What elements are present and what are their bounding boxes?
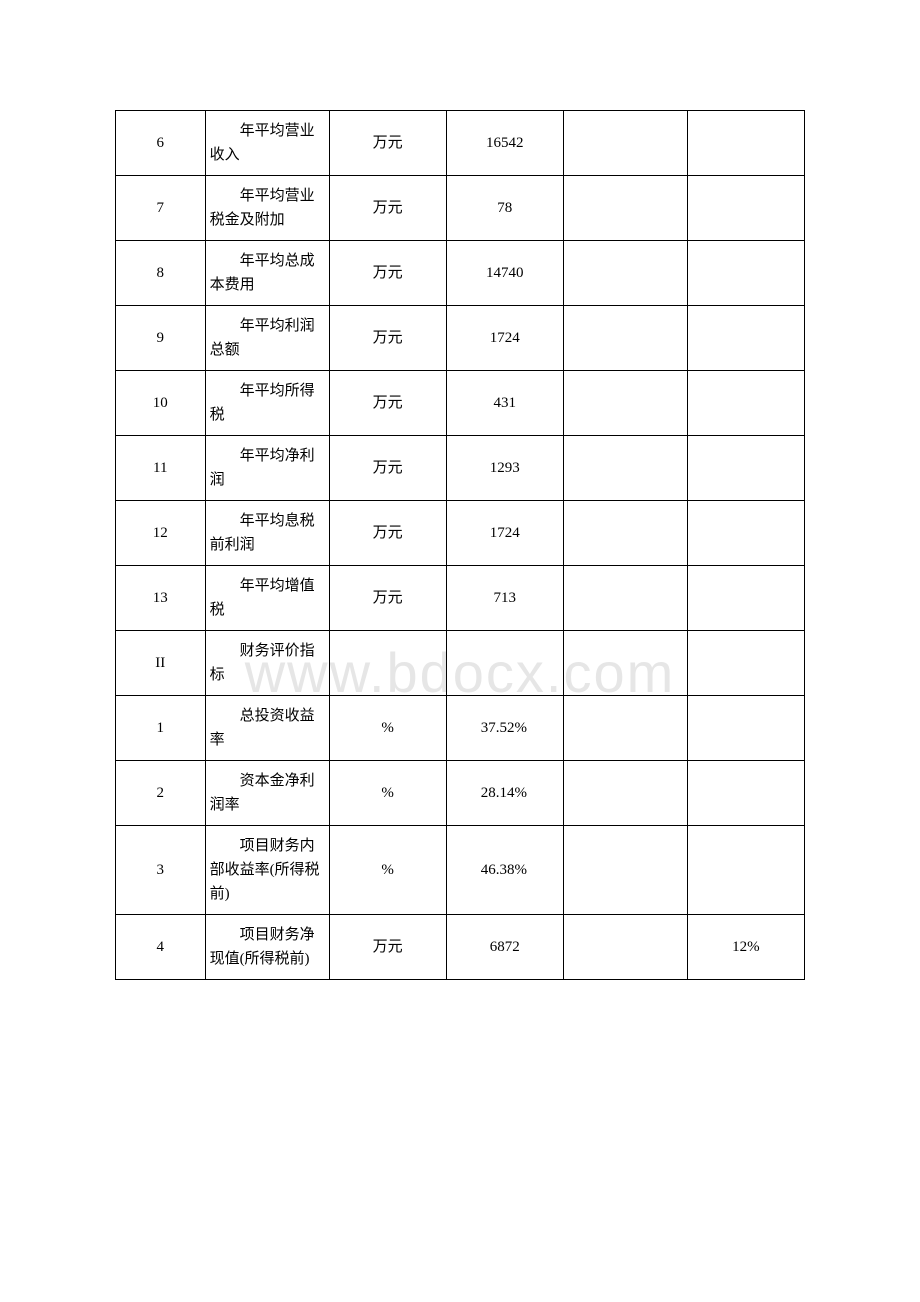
cell-note1 [563, 371, 687, 436]
table-row: 7年平均营业税金及附加万元78 [116, 176, 805, 241]
cell-value: 431 [446, 371, 563, 436]
cell-index: 3 [116, 826, 206, 915]
cell-unit: 万元 [329, 436, 446, 501]
cell-name: 资本金净利润率 [205, 761, 329, 826]
table-row: 4项目财务净现值(所得税前)万元6872 12% [116, 915, 805, 980]
cell-note1 [563, 241, 687, 306]
cell-note2 [687, 631, 804, 696]
table-row: 3项目财务内部收益率(所得税前)%46.38% [116, 826, 805, 915]
cell-note1 [563, 111, 687, 176]
cell-note1 [563, 631, 687, 696]
cell-index: 10 [116, 371, 206, 436]
cell-index: 6 [116, 111, 206, 176]
cell-value: 37.52% [446, 696, 563, 761]
cell-note2 [687, 566, 804, 631]
cell-value: 1724 [446, 306, 563, 371]
cell-value: 16542 [446, 111, 563, 176]
cell-value: 46.38% [446, 826, 563, 915]
cell-index: 2 [116, 761, 206, 826]
cell-note2 [687, 826, 804, 915]
cell-name: 年平均息税前利润 [205, 501, 329, 566]
cell-index: 1 [116, 696, 206, 761]
cell-name: 年平均所得税 [205, 371, 329, 436]
cell-note1 [563, 501, 687, 566]
cell-name: 项目财务净现值(所得税前) [205, 915, 329, 980]
cell-note1 [563, 436, 687, 501]
cell-unit: % [329, 826, 446, 915]
cell-name: 年平均增值税 [205, 566, 329, 631]
cell-note1 [563, 696, 687, 761]
table-body: 6年平均营业收入万元165427年平均营业税金及附加万元788年平均总成本费用万… [116, 111, 805, 980]
cell-name: 项目财务内部收益率(所得税前) [205, 826, 329, 915]
cell-value: 28.14% [446, 761, 563, 826]
cell-note1 [563, 915, 687, 980]
cell-unit: 万元 [329, 111, 446, 176]
cell-unit [329, 631, 446, 696]
cell-note2 [687, 761, 804, 826]
cell-unit: 万元 [329, 501, 446, 566]
cell-unit: 万元 [329, 371, 446, 436]
financial-table: 6年平均营业收入万元165427年平均营业税金及附加万元788年平均总成本费用万… [115, 110, 805, 980]
cell-index: 7 [116, 176, 206, 241]
cell-note2 [687, 436, 804, 501]
cell-note2 [687, 176, 804, 241]
table-row: 13年平均增值税万元713 [116, 566, 805, 631]
cell-name: 财务评价指标 [205, 631, 329, 696]
cell-name: 年平均净利润 [205, 436, 329, 501]
cell-name: 年平均总成本费用 [205, 241, 329, 306]
cell-index: 11 [116, 436, 206, 501]
cell-name: 年平均营业收入 [205, 111, 329, 176]
cell-index: 13 [116, 566, 206, 631]
table-row: 11年平均净利润万元1293 [116, 436, 805, 501]
cell-unit: 万元 [329, 566, 446, 631]
table-row: 10年平均所得税万元431 [116, 371, 805, 436]
cell-index: 12 [116, 501, 206, 566]
cell-index: 9 [116, 306, 206, 371]
cell-unit: % [329, 761, 446, 826]
cell-index: 8 [116, 241, 206, 306]
cell-index: II [116, 631, 206, 696]
cell-value: 78 [446, 176, 563, 241]
cell-name: 总投资收益率 [205, 696, 329, 761]
cell-value: 1724 [446, 501, 563, 566]
cell-note2 [687, 241, 804, 306]
cell-unit: % [329, 696, 446, 761]
cell-unit: 万元 [329, 915, 446, 980]
cell-value [446, 631, 563, 696]
cell-note2 [687, 696, 804, 761]
table-row: 8年平均总成本费用万元14740 [116, 241, 805, 306]
table-container: 6年平均营业收入万元165427年平均营业税金及附加万元788年平均总成本费用万… [115, 110, 805, 980]
cell-note2 [687, 306, 804, 371]
cell-note1 [563, 826, 687, 915]
cell-name: 年平均利润总额 [205, 306, 329, 371]
table-row: 12年平均息税前利润万元1724 [116, 501, 805, 566]
cell-note2 [687, 371, 804, 436]
table-row: II财务评价指标 [116, 631, 805, 696]
cell-value: 14740 [446, 241, 563, 306]
table-row: 2资本金净利润率%28.14% [116, 761, 805, 826]
cell-note1 [563, 566, 687, 631]
cell-note1 [563, 176, 687, 241]
cell-unit: 万元 [329, 306, 446, 371]
cell-note2 [687, 111, 804, 176]
cell-note2 [687, 501, 804, 566]
cell-value: 713 [446, 566, 563, 631]
cell-unit: 万元 [329, 176, 446, 241]
table-row: 6年平均营业收入万元16542 [116, 111, 805, 176]
cell-value: 6872 [446, 915, 563, 980]
cell-note1 [563, 306, 687, 371]
cell-note2: 12% [687, 915, 804, 980]
cell-unit: 万元 [329, 241, 446, 306]
cell-value: 1293 [446, 436, 563, 501]
cell-name: 年平均营业税金及附加 [205, 176, 329, 241]
table-row: 1总投资收益率%37.52% [116, 696, 805, 761]
cell-note1 [563, 761, 687, 826]
cell-index: 4 [116, 915, 206, 980]
table-row: 9年平均利润总额万元1724 [116, 306, 805, 371]
